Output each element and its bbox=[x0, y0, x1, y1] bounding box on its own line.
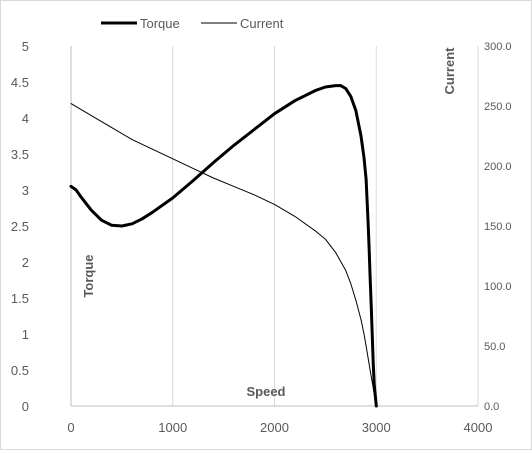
y-right-tick-label: 150.0 bbox=[484, 221, 512, 233]
y-left-tick-label: 4 bbox=[22, 111, 29, 126]
y-right-tick-label: 100.0 bbox=[484, 281, 512, 293]
legend-label-torque: Torque bbox=[140, 16, 180, 31]
y-left-tick-label: 2 bbox=[22, 255, 29, 270]
y-right-tick-label: 300.0 bbox=[484, 41, 512, 53]
legend-label-current: Current bbox=[240, 16, 284, 31]
y-right-tick-label: 200.0 bbox=[484, 161, 512, 173]
y-left-tick-label: 5 bbox=[22, 39, 29, 54]
y-right-tick-label: 50.0 bbox=[484, 341, 505, 353]
y-left-tick-label: 3.5 bbox=[11, 147, 29, 162]
y-left-tick-label: 1.5 bbox=[11, 291, 29, 306]
y-axis-left-label: Torque bbox=[81, 254, 96, 297]
axes bbox=[70, 46, 478, 407]
y-left-tick-label: 4.5 bbox=[11, 75, 29, 90]
y-right-tick-label: 0.0 bbox=[484, 401, 499, 413]
x-tick-label: 2000 bbox=[260, 420, 289, 435]
x-tick-label: 1000 bbox=[158, 420, 187, 435]
y-left-tick-label: 3 bbox=[22, 183, 29, 198]
y-left-tick-label: 2.5 bbox=[11, 219, 29, 234]
y-left-tick-label: 0.5 bbox=[11, 363, 29, 378]
y-right-tick-label: 250.0 bbox=[484, 101, 512, 113]
series-line-torque bbox=[69, 84, 378, 408]
series-line-current bbox=[70, 103, 377, 407]
y-left-tick-label: 0 bbox=[22, 399, 29, 414]
tick-labels: 0 1000 2000 3000 400000.511.522.533.544.550.… bbox=[11, 39, 512, 435]
legend: Torque Current bbox=[101, 16, 284, 31]
x-tick-label: 3000 bbox=[362, 420, 391, 435]
y-axis-right-label: Current bbox=[442, 47, 457, 95]
gridlines bbox=[70, 46, 479, 406]
x-tick-label: 0 bbox=[67, 420, 74, 435]
x-axis-label: Speed bbox=[246, 384, 285, 399]
y-left-tick-label: 1 bbox=[22, 327, 29, 342]
series-lines bbox=[69, 84, 378, 408]
x-tick-label: 4000 bbox=[464, 420, 493, 435]
